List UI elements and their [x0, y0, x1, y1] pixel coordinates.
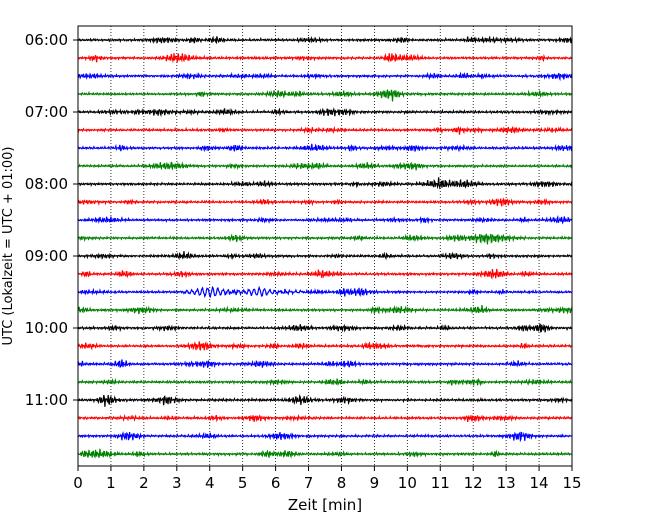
y-tick-label: 07:00: [25, 103, 68, 121]
x-tick-label: 5: [238, 474, 248, 492]
seismogram-trace: [77, 35, 573, 45]
x-tick-label: 12: [464, 474, 483, 492]
y-tick-label: 09:00: [25, 247, 68, 265]
x-tick-label: 3: [172, 474, 182, 492]
y-tick-label: 10:00: [25, 319, 68, 337]
seismogram-trace: [77, 71, 573, 82]
seismogram-trace: [77, 125, 573, 135]
seismogram-trace: [77, 340, 573, 351]
x-tick-label: 10: [398, 474, 417, 492]
x-tick-label: 11: [431, 474, 450, 492]
seismogram-trace: [77, 448, 573, 459]
seismogram-trace: [77, 233, 573, 245]
seismogram-trace: [77, 89, 573, 102]
seismogram-trace: [77, 251, 573, 261]
x-tick-label: 2: [139, 474, 149, 492]
x-grid: [110, 26, 540, 466]
y-tick-label: 06:00: [25, 31, 68, 49]
x-tick-label: 6: [271, 474, 281, 492]
x-tick-label: 13: [497, 474, 516, 492]
y-axis-label: UTC (Lokalzeit = UTC + 01:00): [1, 147, 16, 346]
seismogram-trace: [77, 268, 573, 280]
x-tick-label: 0: [73, 474, 83, 492]
x-axis-label: Zeit [min]: [288, 496, 362, 514]
x-tick-label: 7: [304, 474, 314, 492]
seismogram-trace: [77, 161, 573, 171]
seismogram-trace: [77, 285, 573, 299]
seismogram-trace: [77, 323, 573, 333]
seismogram-trace: [77, 359, 573, 369]
y-tick-label: 08:00: [25, 175, 68, 193]
x-axis: 0 1 2 3 4 5 6 7 8 9 10 11 12 13 14 15: [73, 466, 582, 492]
seismogram-trace: [77, 107, 573, 118]
x-tick-label: 8: [337, 474, 347, 492]
y-axis: 06:00 07:00 08:00 09:00 10:00 11:00: [25, 31, 78, 409]
seismogram-trace: [77, 377, 573, 387]
plot-frame: [77, 25, 573, 467]
seismogram-trace: [77, 52, 573, 64]
seismogram-trace: [77, 197, 573, 207]
y-tick-label: 11:00: [25, 391, 68, 409]
seismogram-trace: [77, 304, 573, 315]
x-tick-label: 1: [106, 474, 116, 492]
x-tick-label: 14: [530, 474, 549, 492]
seismogram-trace: [77, 214, 573, 225]
x-tick-label: 15: [562, 474, 581, 492]
x-tick-label: 4: [205, 474, 215, 492]
seismogram-traces: [77, 35, 573, 459]
seismogram-trace: [77, 177, 573, 190]
seismogram-trace: [77, 431, 573, 443]
seismogram-trace: [77, 413, 573, 423]
x-tick-label: 9: [370, 474, 380, 492]
seismogram-trace: [77, 393, 573, 407]
seismogram-trace: [77, 143, 573, 153]
